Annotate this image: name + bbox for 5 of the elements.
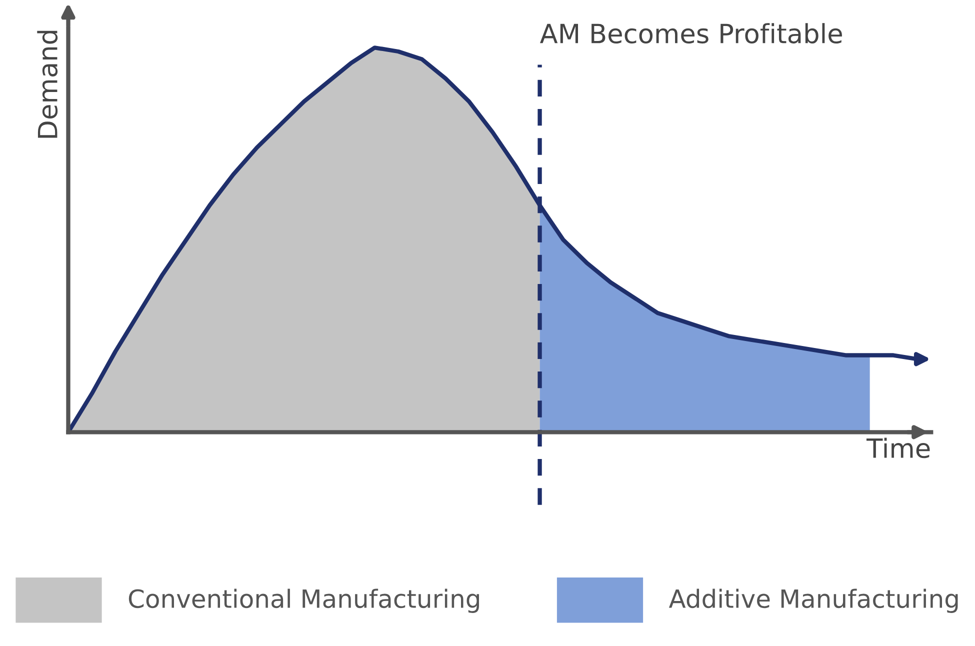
- y-axis-title: Demand: [37, 30, 58, 138]
- x-axis-title: Time: [866, 438, 930, 458]
- legend-label: Conventional Manufacturing: [128, 588, 479, 613]
- text: AM Becomes Profitable: [540, 23, 842, 44]
- legend-label: Additive Manufacturing: [668, 588, 958, 613]
